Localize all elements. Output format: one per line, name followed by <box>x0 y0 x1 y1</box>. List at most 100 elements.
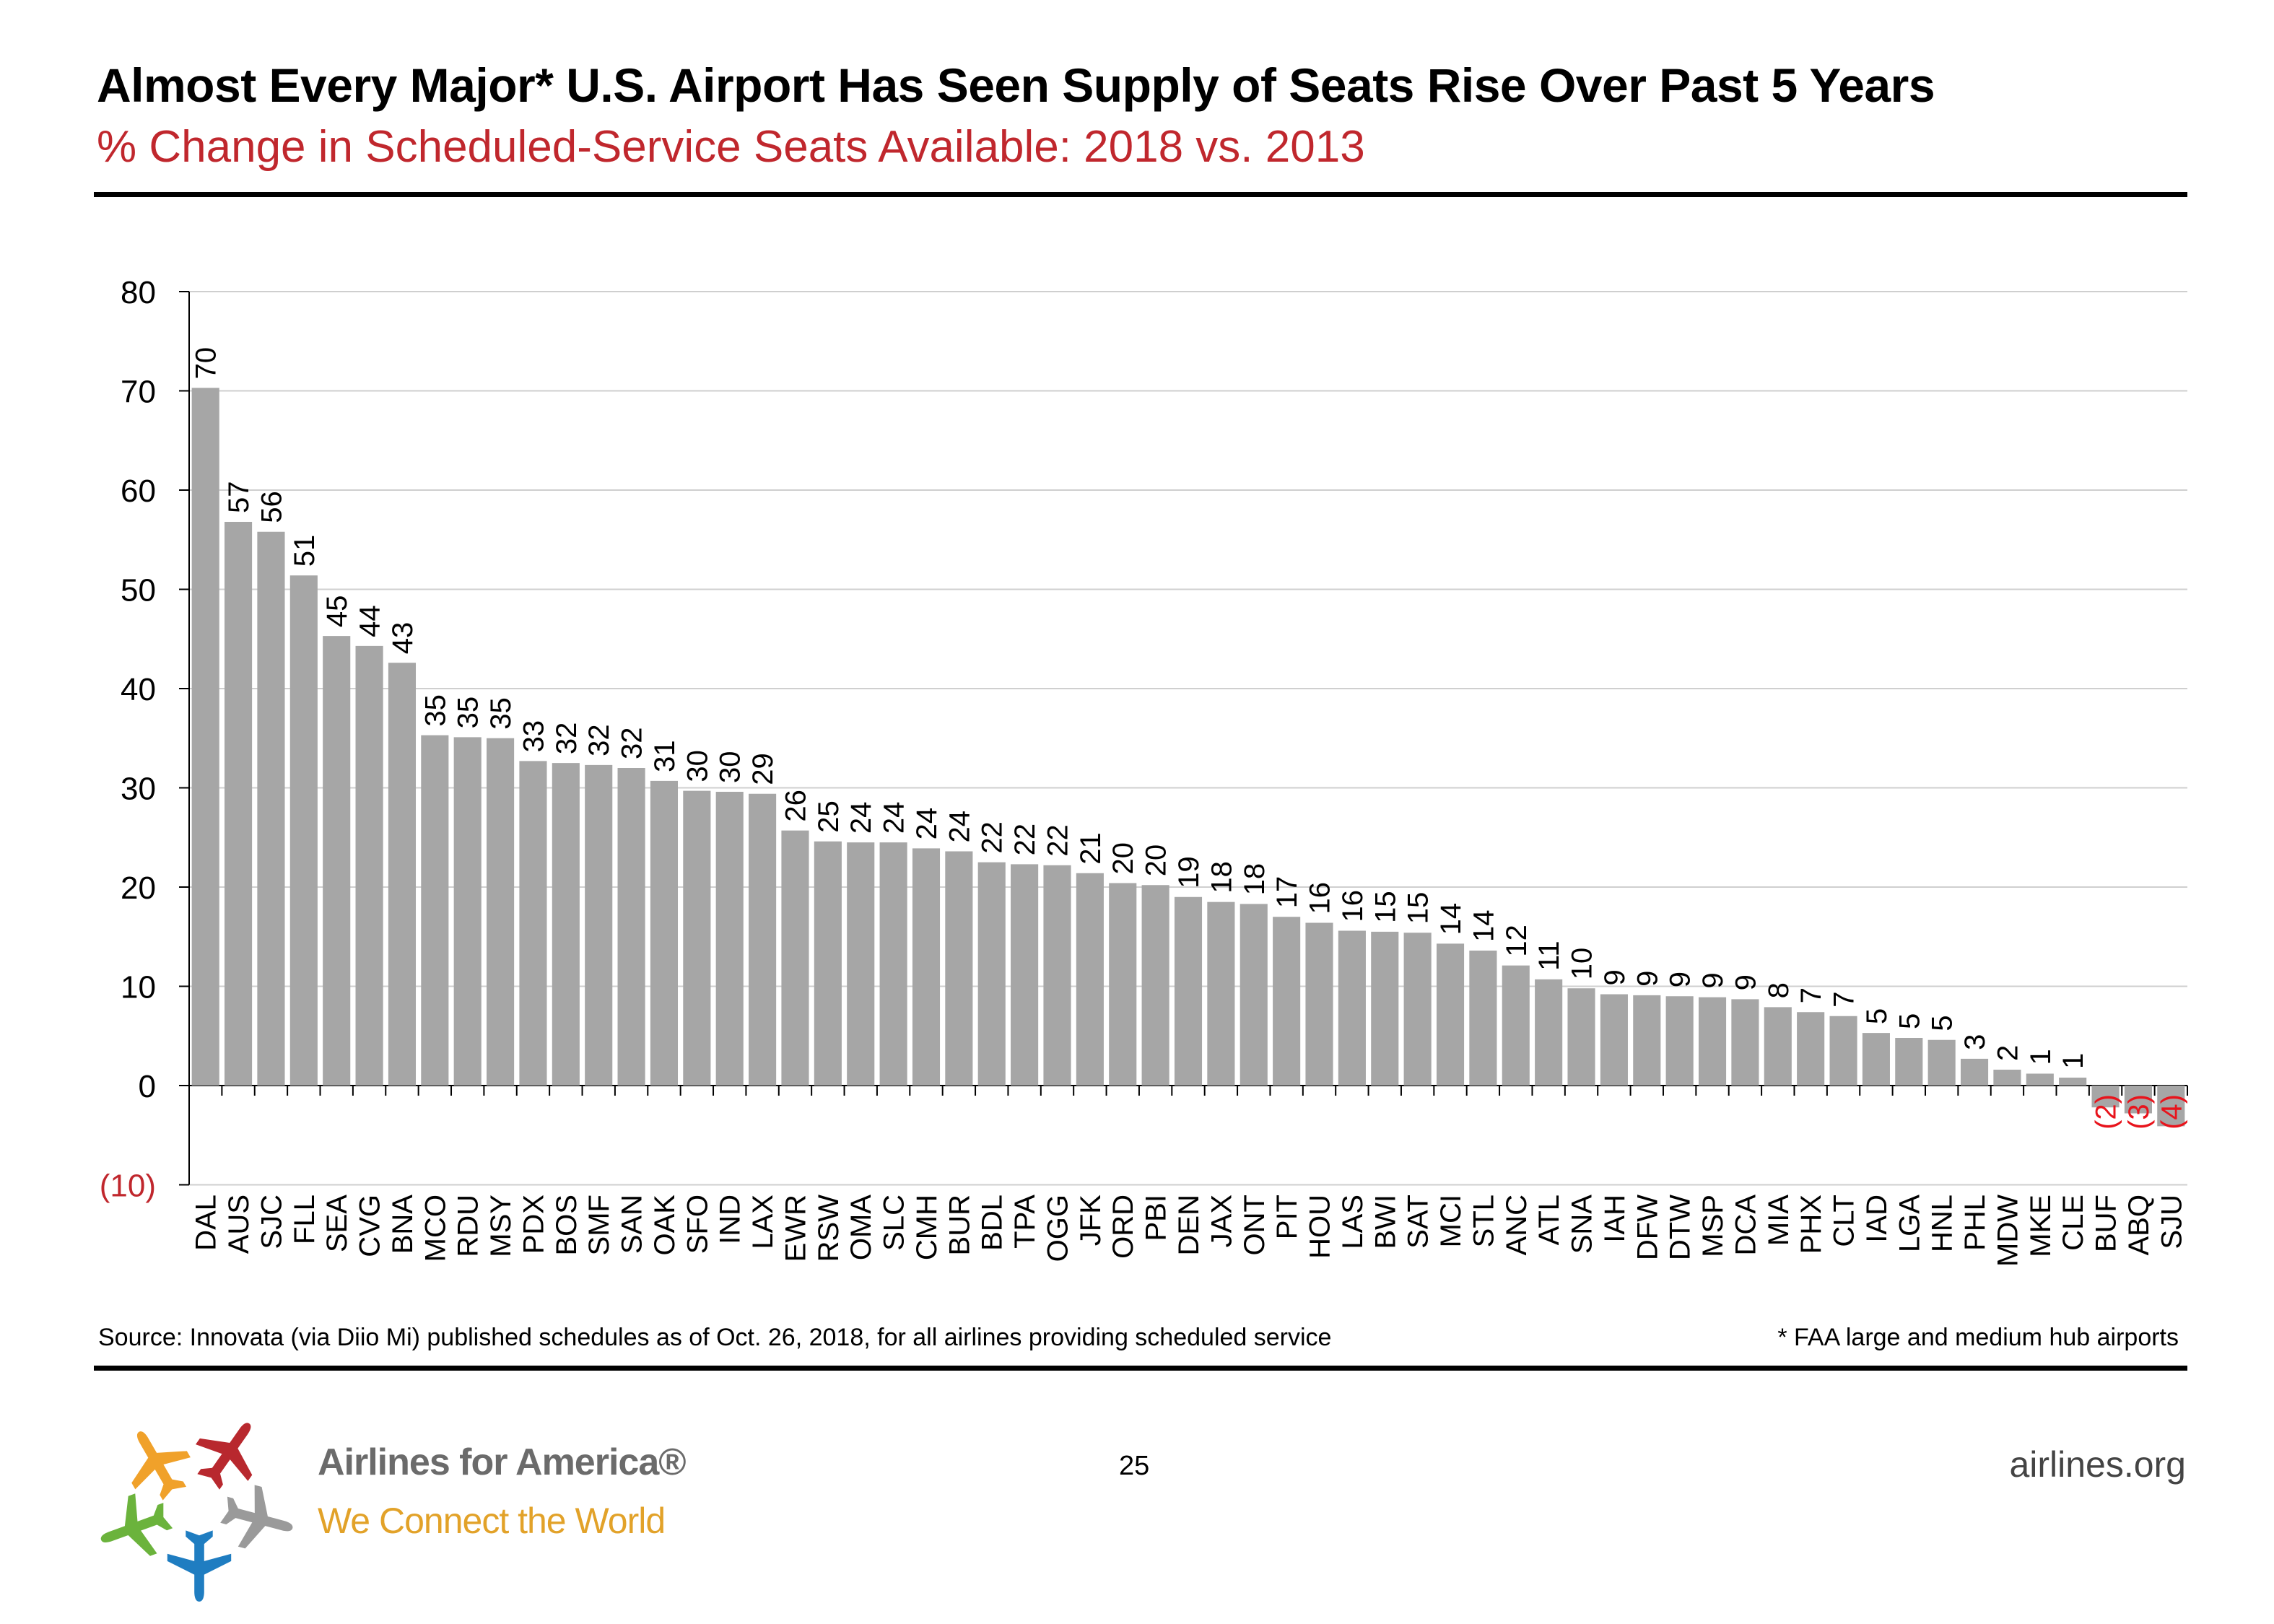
page-title: Almost Every Major* U.S. Airport Has See… <box>97 58 1935 112</box>
data-label: 12 <box>1501 925 1533 957</box>
category-label: DFW <box>1632 1195 1663 1260</box>
bar-lga <box>1895 1038 1923 1086</box>
bar-abq <box>2124 1086 2152 1114</box>
data-label: 25 <box>813 800 845 833</box>
data-label: 7 <box>1795 987 1827 1003</box>
category-label: AUS <box>223 1195 255 1254</box>
data-label: 1 <box>2025 1049 2057 1065</box>
data-label: 1 <box>2057 1053 2089 1069</box>
category-label: LAX <box>747 1195 779 1249</box>
category-label: CLE <box>2057 1195 2089 1251</box>
data-label: 44 <box>354 605 386 637</box>
data-label: 32 <box>617 728 648 760</box>
category-label: CMH <box>911 1195 943 1260</box>
category-label: ANC <box>1501 1195 1533 1255</box>
data-label: 56 <box>256 491 287 523</box>
data-label: 20 <box>1141 844 1172 877</box>
bar-pdx <box>519 761 547 1086</box>
category-label: DAL <box>191 1195 222 1251</box>
category-label: MKE <box>2025 1195 2057 1257</box>
bar-jfk <box>1076 873 1104 1086</box>
data-label: 9 <box>1697 972 1729 988</box>
data-label: 51 <box>289 535 321 567</box>
category-label: RDU <box>453 1195 484 1257</box>
bar-slc <box>879 842 907 1086</box>
y-tick-label: 30 <box>121 772 156 807</box>
bar-pbi <box>1141 885 1169 1086</box>
bar-ont <box>1240 904 1268 1086</box>
category-label: LGA <box>1894 1195 1925 1252</box>
category-label: OGG <box>1042 1195 1073 1262</box>
category-label: EWR <box>780 1195 811 1262</box>
data-label: 17 <box>1271 876 1303 909</box>
bar-sju <box>2157 1086 2185 1127</box>
data-label: 35 <box>419 694 451 727</box>
data-label: 33 <box>518 720 549 753</box>
data-label: 9 <box>1599 969 1631 985</box>
airplanes-pinwheel-logo-icon <box>91 1405 301 1602</box>
data-label: 30 <box>681 750 713 782</box>
data-label: 35 <box>485 697 517 730</box>
category-label: DCA <box>1730 1195 1761 1256</box>
bar-san <box>617 768 645 1086</box>
bar-dca <box>1731 999 1759 1086</box>
data-label: 70 <box>191 347 222 380</box>
y-tick-label: 50 <box>121 573 156 608</box>
category-label: BUF <box>2091 1195 2122 1252</box>
data-label: 35 <box>453 697 484 729</box>
bar-smf <box>585 764 613 1086</box>
bar-atl <box>1535 979 1563 1086</box>
bar-fll <box>289 575 318 1086</box>
bar-sea <box>323 636 351 1086</box>
category-label: SJC <box>256 1195 287 1249</box>
footnote: * FAA large and medium hub airports <box>1777 1324 2179 1351</box>
category-label: BUR <box>944 1195 975 1255</box>
page-subtitle: % Change in Scheduled-Service Seats Avai… <box>97 122 1365 172</box>
bar-ewr <box>781 830 809 1086</box>
data-label: 9 <box>1665 972 1696 987</box>
y-tick-label: 20 <box>121 870 156 906</box>
bar-ogg <box>1043 865 1071 1086</box>
y-tick-label: 70 <box>121 375 156 410</box>
category-label: IND <box>715 1195 746 1244</box>
data-label: 21 <box>1075 832 1107 865</box>
data-label: 16 <box>1337 890 1369 922</box>
data-label: (4) <box>2156 1094 2187 1130</box>
category-label: BOS <box>551 1195 583 1255</box>
data-label: 22 <box>1009 824 1041 856</box>
bar-bos <box>552 763 580 1086</box>
category-label: PDX <box>518 1195 549 1254</box>
category-label: DEN <box>1173 1195 1205 1255</box>
y-tick-label: (10) <box>100 1169 156 1204</box>
data-label: 5 <box>1894 1013 1925 1029</box>
bar-stl <box>1469 951 1497 1086</box>
bar-msp <box>1698 997 1727 1086</box>
bar-dal <box>191 388 219 1086</box>
chart-bars <box>191 388 2185 1127</box>
bar-mci <box>1436 943 1465 1086</box>
category-label: DTW <box>1665 1195 1696 1260</box>
bar-sfo <box>683 790 711 1086</box>
website-link[interactable]: airlines.org <box>2009 1444 2186 1485</box>
bar-jax <box>1207 902 1235 1086</box>
category-label: ABQ <box>2123 1195 2155 1255</box>
category-label: SNA <box>1567 1195 1598 1254</box>
bar-sna <box>1567 988 1595 1086</box>
category-label: SEA <box>321 1195 353 1252</box>
source-note: Source: Innovata (via Diio Mi) published… <box>98 1324 1332 1351</box>
category-label: BNA <box>387 1195 419 1254</box>
bar-bna <box>388 663 417 1086</box>
bar-rsw <box>814 841 842 1086</box>
data-label: 26 <box>780 790 811 822</box>
data-label: 32 <box>551 722 583 755</box>
data-label: 15 <box>1369 891 1401 923</box>
data-label: 22 <box>977 821 1009 854</box>
data-label: 24 <box>911 808 943 840</box>
data-label: 30 <box>715 751 746 784</box>
bar-dfw <box>1633 995 1661 1086</box>
data-label: 19 <box>1173 856 1205 889</box>
category-label: BWI <box>1369 1195 1401 1249</box>
category-label: ONT <box>1239 1195 1271 1255</box>
y-tick-label: 0 <box>139 1069 156 1104</box>
bar-cmh <box>912 848 941 1086</box>
